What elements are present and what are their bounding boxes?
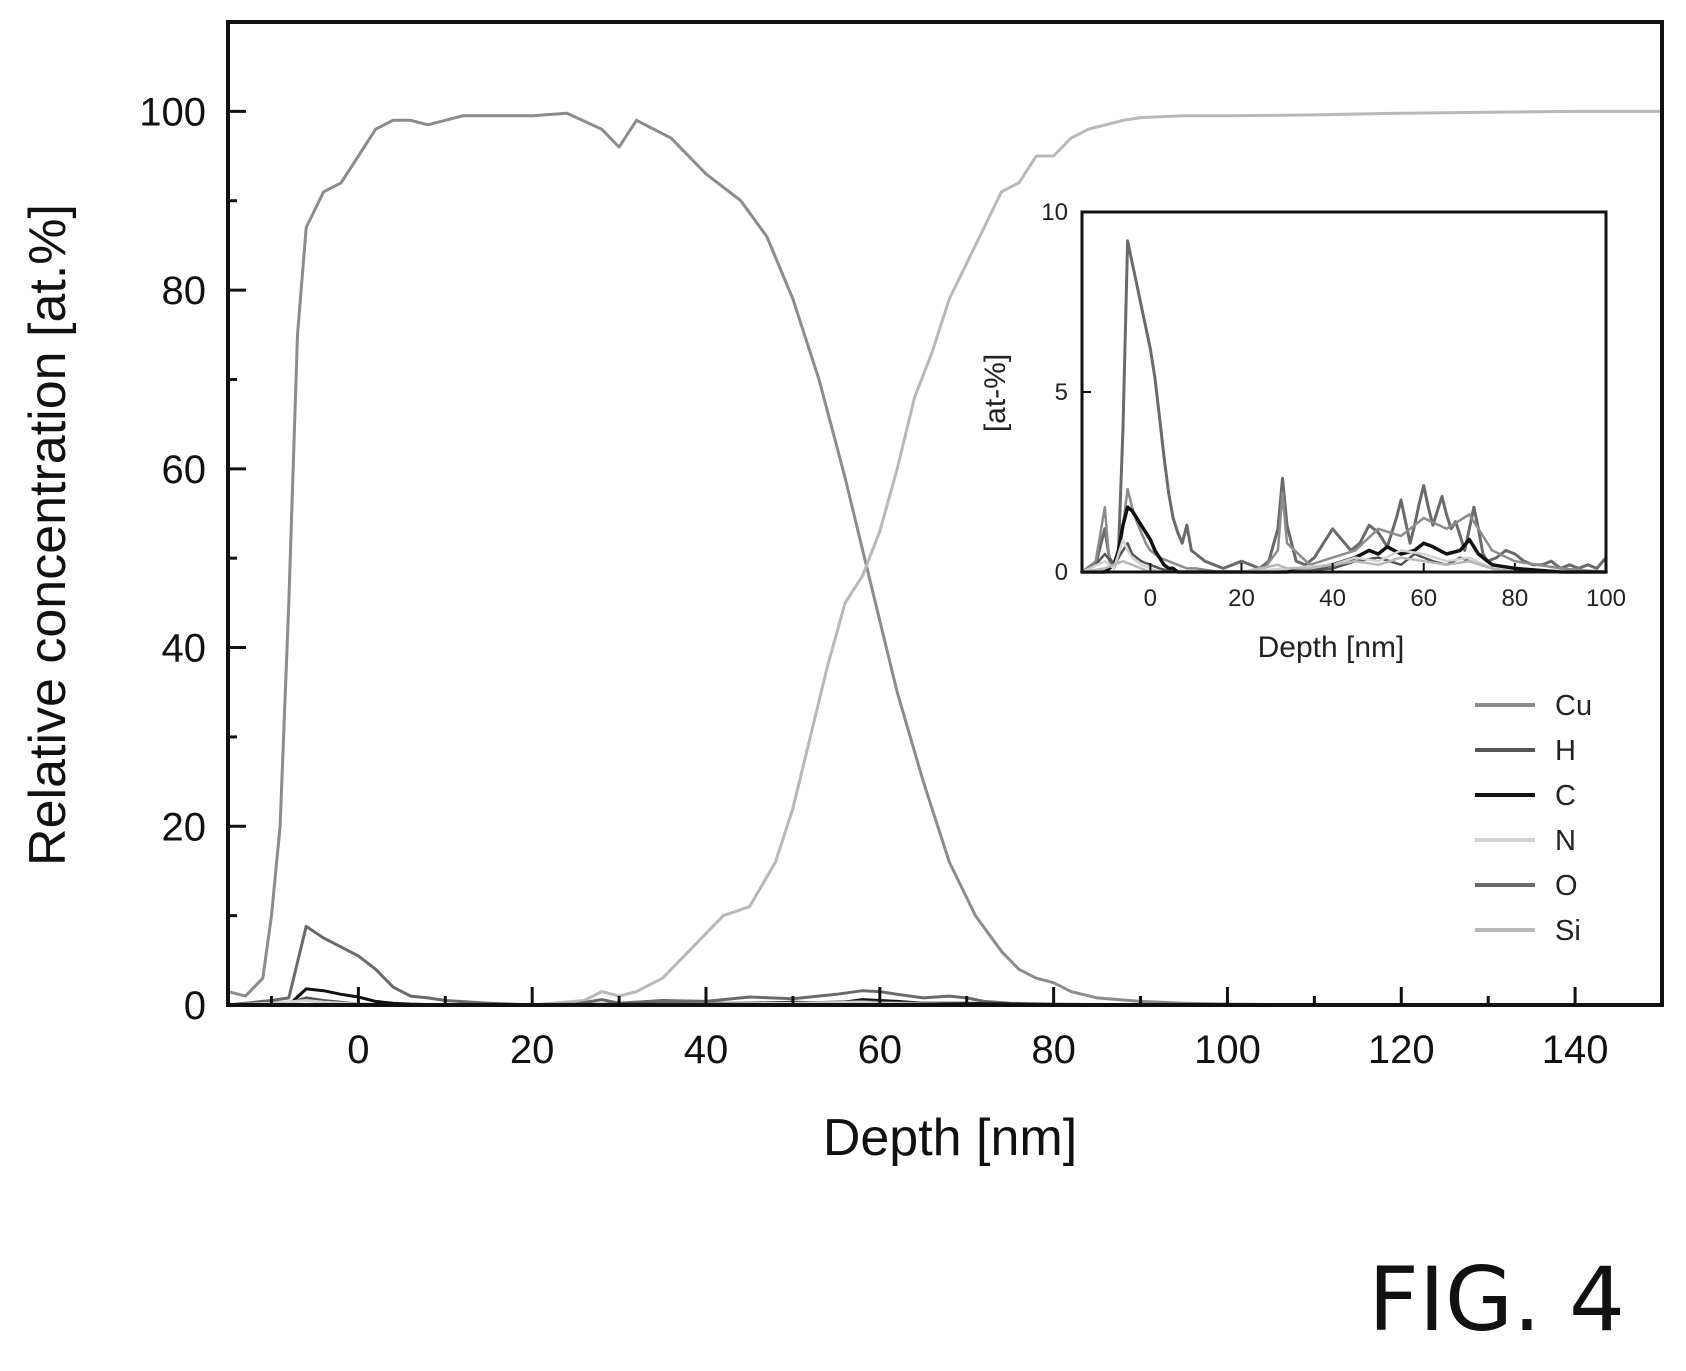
inset-x-tick-label: 40 — [1319, 585, 1346, 612]
main-x-tick-label: 0 — [347, 1028, 369, 1072]
main-x-tick-label: 20 — [510, 1028, 555, 1072]
legend-item-si: Si — [1475, 915, 1581, 947]
main-x-tick-label: 140 — [1542, 1028, 1609, 1072]
legend-label: Cu — [1555, 690, 1592, 722]
legend-item-cu: Cu — [1475, 690, 1592, 722]
inset-x-tick-label: 100 — [1586, 585, 1626, 612]
main-y-axis-title: Relative concentration [at.%] — [19, 204, 77, 866]
legend-label: O — [1555, 870, 1578, 902]
inset-y-axis-title: [at-%] — [979, 354, 1012, 432]
main-y-tick-label: 60 — [162, 448, 207, 492]
inset-ticks: 0 20 40 60 80 100 0 5 10 — [1041, 199, 1626, 612]
main-series-cu-line — [226, 111, 1664, 1007]
main-series-si-line — [226, 109, 1664, 1007]
main-x-tick-label: 120 — [1368, 1028, 1435, 1072]
main-y-tick-label: 80 — [162, 269, 207, 313]
inset-x-axis-title: Depth [nm] — [1258, 631, 1405, 664]
inset-series-si-line — [1080, 556, 1608, 574]
legend-label: C — [1555, 780, 1576, 812]
main-x-tick-label: 40 — [684, 1028, 729, 1072]
inset-x-tick-label: 80 — [1502, 585, 1529, 612]
main-plot-frame — [226, 20, 1664, 1007]
inset-x-tick-label: 0 — [1144, 585, 1157, 612]
figure-label: FIG. 4 — [1368, 1248, 1625, 1351]
inset-background — [1080, 212, 1605, 572]
inset-chart: 0 20 40 60 80 100 0 5 10 Depth [nm] [at-%] — [979, 199, 1626, 664]
legend-item-o: O — [1475, 870, 1578, 902]
legend-item-c: C — [1475, 780, 1576, 812]
legend-label: H — [1555, 735, 1576, 767]
main-y-tick-label: 20 — [162, 805, 207, 849]
main-x-axis-title: Depth [nm] — [823, 1109, 1077, 1167]
main-x-tick-label: 60 — [858, 1028, 903, 1072]
legend-item-n: N — [1475, 825, 1576, 857]
main-y-tick-label: 100 — [139, 90, 206, 134]
main-y-tick-label: 0 — [184, 984, 206, 1028]
inset-x-tick-label: 60 — [1410, 585, 1437, 612]
inset-x-tick-label: 20 — [1228, 585, 1255, 612]
inset-y-tick-label: 10 — [1041, 199, 1068, 226]
main-x-tick-label: 80 — [1031, 1028, 1076, 1072]
inset-y-tick-label: 5 — [1055, 379, 1068, 406]
legend-label: N — [1555, 825, 1576, 857]
legend-item-h: H — [1475, 735, 1576, 767]
main-x-tick-label: 100 — [1194, 1028, 1261, 1072]
legend-label: Si — [1555, 915, 1581, 947]
inset-y-tick-label: 0 — [1055, 559, 1068, 586]
main-y-tick-label: 40 — [162, 627, 207, 671]
main-series-o-line — [226, 924, 1664, 1007]
